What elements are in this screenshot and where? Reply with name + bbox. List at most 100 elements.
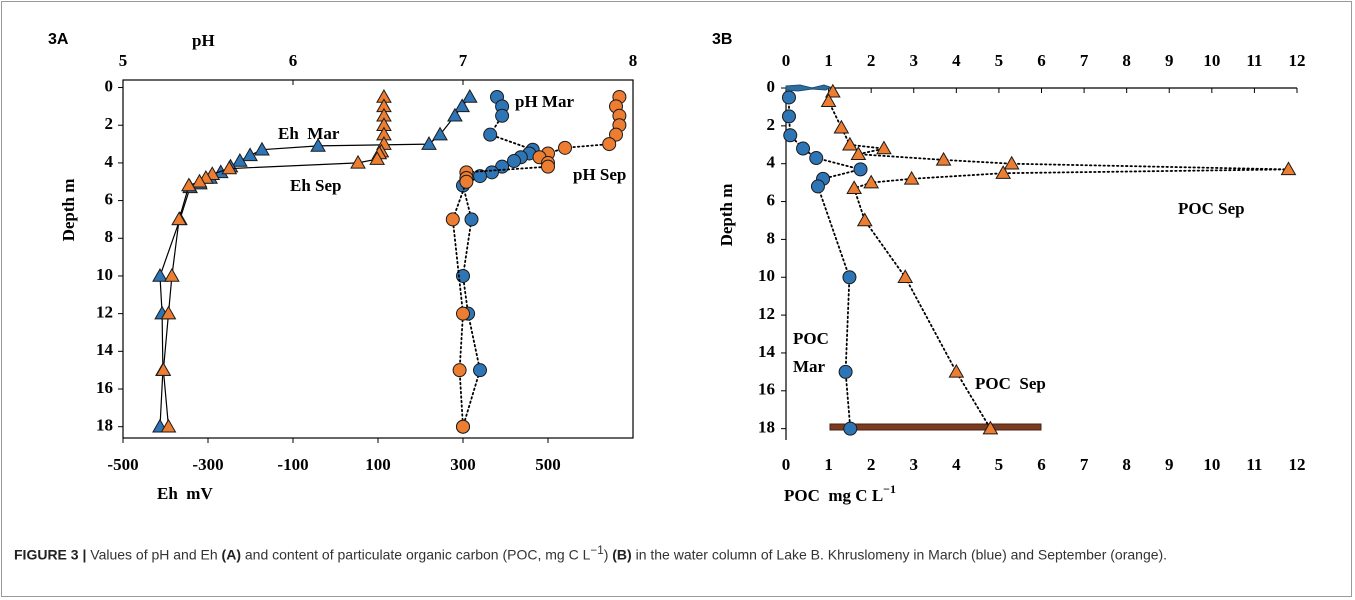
data-point <box>838 364 853 379</box>
x-tick-label: 8 <box>1122 455 1131 474</box>
x-top-tick-label: 0 <box>782 51 791 70</box>
data-point <box>473 363 487 378</box>
data-point <box>160 305 177 320</box>
x-tick-label: 1 <box>824 455 833 474</box>
x-top-tick-label: 7 <box>1080 51 1089 70</box>
y-tick-label: 2 <box>105 114 114 133</box>
x-tick-label: 12 <box>1289 455 1306 474</box>
data-point <box>191 173 208 188</box>
caption-text: in the water column of Lake B. Khruslome… <box>631 546 1168 563</box>
y-tick-label: 8 <box>105 227 114 246</box>
data-point <box>483 127 498 142</box>
data-point <box>495 108 510 123</box>
x-tick-label: 300 <box>450 455 476 474</box>
x-axis-title: POC mg C L−1 <box>784 482 896 505</box>
data-point <box>781 90 796 105</box>
data-point <box>1003 155 1020 170</box>
x-top-tick-label: 8 <box>1122 51 1131 70</box>
data-point <box>160 418 177 433</box>
data-point <box>221 160 238 175</box>
data-point <box>171 211 187 226</box>
annotation: POC <box>793 329 829 348</box>
ice-bar <box>785 84 832 92</box>
x-top-tick-label: 6 <box>1037 51 1046 70</box>
y-tick-label: 6 <box>105 189 114 208</box>
series-label: pH Mar <box>515 92 574 111</box>
data-point <box>876 140 892 155</box>
y-tick-label: 10 <box>758 266 775 285</box>
x-tick-label: 5 <box>995 455 1004 474</box>
data-point <box>833 119 850 134</box>
caption-text: and content of particulate organic carbo… <box>240 546 591 563</box>
x-tick-label: 3 <box>910 455 919 474</box>
data-point <box>842 136 858 151</box>
x-axis-title-text: POC mg C L <box>784 486 883 505</box>
y-tick-label: 16 <box>758 380 775 399</box>
y-tick-label: 18 <box>758 418 775 437</box>
x-top-tick-label: 9 <box>1165 51 1174 70</box>
data-point <box>454 98 471 113</box>
data-point <box>948 363 965 378</box>
data-point <box>820 93 837 107</box>
sediment-bar <box>829 423 1042 431</box>
x-tick-label: 2 <box>867 455 876 474</box>
data-point <box>461 88 478 103</box>
x-axis-title: Eh mV <box>157 484 213 503</box>
x-tick-label: -300 <box>192 455 223 474</box>
annotation: POC Sep <box>1178 199 1245 218</box>
y-tick-label: 4 <box>767 153 776 172</box>
data-point <box>796 141 811 156</box>
data-point <box>783 128 798 143</box>
y-tick-label: 18 <box>96 416 113 435</box>
data-point <box>473 169 487 184</box>
data-point <box>824 83 841 98</box>
x2-tick-label: 6 <box>289 51 298 70</box>
data-point <box>1280 161 1297 176</box>
caption-text: Values of pH and Eh <box>86 546 222 563</box>
data-point <box>863 174 880 189</box>
data-point <box>459 174 474 189</box>
data-point <box>935 151 952 166</box>
panel-label: 3A <box>48 31 69 48</box>
series-label: pH Sep <box>573 165 626 184</box>
data-point <box>850 146 867 160</box>
caption-label: FIGURE 3 | <box>14 546 87 563</box>
x-tick-label: 10 <box>1203 455 1220 474</box>
x-top-tick-label: 3 <box>910 51 919 70</box>
data-point <box>602 137 617 152</box>
x-tick-label: 0 <box>782 455 791 474</box>
data-point <box>254 141 270 156</box>
y-axis-title: Depth m <box>717 184 736 247</box>
series-line <box>162 96 385 428</box>
x-top-tick-label: 11 <box>1246 51 1262 70</box>
data-point <box>152 267 168 282</box>
series-label: Eh Sep <box>290 176 342 195</box>
y-tick-label: 6 <box>767 190 776 209</box>
y-axis-title: Depth m <box>59 179 78 242</box>
data-point <box>484 165 499 180</box>
x-tick-label: 4 <box>952 455 961 474</box>
x-top-tick-label: 1 <box>824 51 833 70</box>
x-top-tick-label: 4 <box>952 51 961 70</box>
y-tick-label: 14 <box>96 340 114 359</box>
data-point <box>846 180 862 195</box>
x2-axis-title: pH <box>192 31 215 50</box>
data-point <box>853 162 868 177</box>
y-tick-label: 12 <box>758 304 775 323</box>
data-point <box>164 267 180 282</box>
annotation: POC Sep <box>975 374 1046 393</box>
x2-tick-label: 7 <box>459 51 468 70</box>
x-tick-label: 500 <box>535 455 561 474</box>
data-point <box>432 126 448 141</box>
data-point <box>541 159 555 174</box>
data-point <box>310 137 326 152</box>
caption-text: (B) <box>612 546 632 563</box>
annotation: Mar <box>793 357 826 376</box>
x2-tick-label: 5 <box>119 51 128 70</box>
series-label: Eh Mar <box>278 124 340 143</box>
data-point <box>456 419 470 434</box>
data-point <box>232 153 248 167</box>
x-tick-label: 11 <box>1246 455 1262 474</box>
data-point <box>903 170 920 185</box>
data-point <box>982 420 999 435</box>
